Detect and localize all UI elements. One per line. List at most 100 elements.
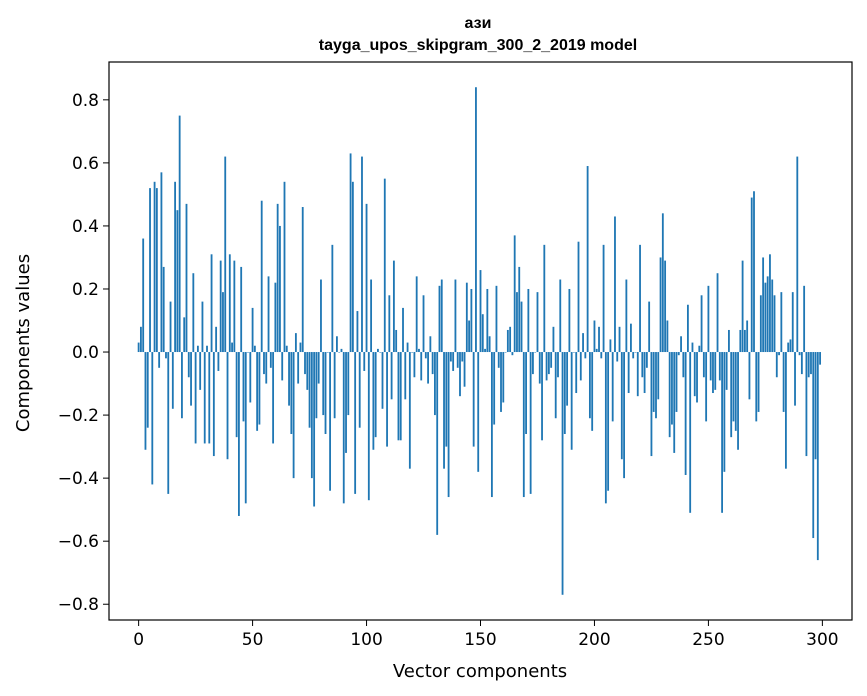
bar xyxy=(372,352,375,450)
bar xyxy=(671,352,673,425)
bar xyxy=(427,352,429,384)
x-tick-label: 50 xyxy=(242,630,264,650)
bar xyxy=(518,266,521,353)
bar xyxy=(386,352,388,447)
bar xyxy=(347,352,350,416)
bar xyxy=(288,352,290,406)
bar xyxy=(588,352,591,419)
bar xyxy=(317,352,320,384)
bar xyxy=(623,352,625,479)
bar xyxy=(675,352,678,412)
bar xyxy=(279,225,281,353)
bar xyxy=(534,352,537,353)
bar xyxy=(146,352,149,428)
y-tick-label: 0.4 xyxy=(72,217,99,237)
bar xyxy=(217,352,220,371)
bar xyxy=(563,352,566,434)
bar xyxy=(267,276,270,353)
bar xyxy=(513,235,516,353)
bar xyxy=(443,352,445,469)
bar xyxy=(260,200,263,353)
bar xyxy=(800,352,803,375)
bar xyxy=(219,260,222,353)
bar xyxy=(290,352,293,434)
bar xyxy=(329,352,331,491)
y-tick-label: 0.0 xyxy=(72,343,99,363)
bar xyxy=(463,352,466,387)
bar xyxy=(778,352,780,356)
bar xyxy=(320,279,322,353)
bar xyxy=(570,352,573,450)
bar xyxy=(203,352,206,444)
bar xyxy=(436,352,439,535)
bar xyxy=(190,352,192,406)
bar xyxy=(541,352,543,441)
bar xyxy=(728,329,730,353)
bar xyxy=(399,352,402,441)
bar xyxy=(746,320,749,353)
bar xyxy=(237,352,240,516)
bar xyxy=(497,352,500,368)
bar xyxy=(456,352,459,368)
bar xyxy=(331,244,334,353)
bar xyxy=(215,326,218,353)
bar xyxy=(750,197,753,353)
bar xyxy=(447,352,450,498)
bar xyxy=(454,279,457,353)
bar xyxy=(212,352,215,457)
bar xyxy=(377,348,379,353)
bar xyxy=(559,279,562,353)
bar xyxy=(247,352,249,353)
bar xyxy=(657,352,660,400)
bar xyxy=(725,352,728,390)
bar xyxy=(358,352,361,428)
bar xyxy=(342,352,345,504)
bar xyxy=(600,352,603,359)
bar xyxy=(256,352,259,431)
bar xyxy=(395,329,398,353)
bar xyxy=(452,352,455,371)
bar xyxy=(741,260,744,353)
bar xyxy=(805,352,808,457)
bar xyxy=(402,307,404,353)
bar xyxy=(796,156,799,353)
bar xyxy=(666,320,669,353)
bar xyxy=(411,352,414,353)
bar xyxy=(167,352,170,494)
bar xyxy=(276,203,279,353)
bar xyxy=(573,352,575,353)
x-tick-label: 150 xyxy=(464,630,496,650)
bar xyxy=(283,181,286,353)
bar xyxy=(222,292,224,353)
bar xyxy=(322,352,325,416)
bar xyxy=(269,352,272,368)
bar xyxy=(789,339,792,353)
bar xyxy=(812,352,815,539)
bar xyxy=(611,352,614,422)
bar xyxy=(176,210,179,353)
bar xyxy=(602,244,605,353)
bar xyxy=(468,320,471,353)
bar xyxy=(142,238,145,353)
bar xyxy=(787,342,790,353)
bar xyxy=(810,352,812,375)
bar xyxy=(552,326,555,353)
bar xyxy=(251,307,254,353)
bar xyxy=(228,254,231,353)
bar xyxy=(506,329,509,353)
bar xyxy=(194,352,197,444)
bar xyxy=(716,273,719,353)
bar xyxy=(481,314,484,353)
bar xyxy=(714,352,717,390)
bar xyxy=(187,352,190,378)
bar xyxy=(691,342,694,353)
bar xyxy=(292,352,295,479)
bar xyxy=(575,352,578,394)
bar xyxy=(313,352,316,507)
bar xyxy=(561,352,564,595)
bar xyxy=(620,352,623,460)
bar xyxy=(183,317,186,353)
bar xyxy=(429,336,432,353)
bar xyxy=(281,352,284,381)
